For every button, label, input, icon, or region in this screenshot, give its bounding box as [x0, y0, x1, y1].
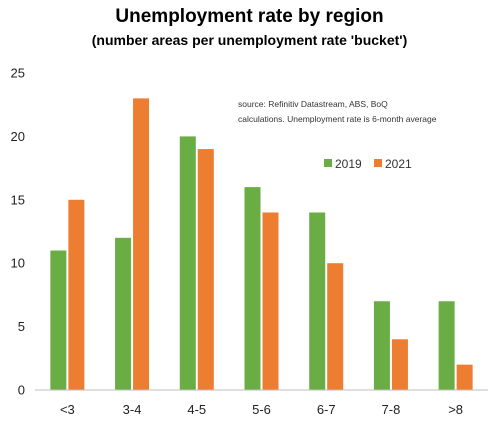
chart-title: Unemployment rate by region	[115, 6, 384, 27]
y-tick-label: 20	[11, 129, 25, 144]
source-note-line-1: source: Refinitiv Datastream, ABS, BoQ	[238, 99, 388, 109]
x-tick-label: 3-4	[123, 402, 142, 417]
x-tick-label: <3	[60, 402, 75, 417]
legend-label-2021: 2021	[385, 157, 412, 171]
bars	[50, 98, 473, 391]
bar-2019	[438, 301, 455, 390]
legend: 2019 2021	[324, 157, 412, 171]
bar-2021	[197, 149, 214, 390]
bar-2019	[309, 212, 326, 390]
chart-subtitle: (number areas per unemployment rate 'buc…	[91, 32, 408, 48]
y-tick-label: 15	[11, 192, 25, 207]
x-tick-label: 6-7	[317, 402, 336, 417]
y-axis: 0 5 10 15 20 25	[11, 66, 25, 398]
y-tick-label: 25	[11, 66, 25, 81]
bar-2021	[456, 364, 473, 390]
y-tick-label: 5	[18, 319, 25, 334]
bar-2019	[244, 187, 261, 390]
bar-2019	[50, 250, 67, 390]
x-tick-label: 5-6	[252, 402, 271, 417]
bar-2021	[262, 212, 279, 390]
bar-2019	[179, 136, 196, 390]
bar-2021	[68, 199, 85, 390]
x-axis: <3 3-4 4-5 5-6 6-7 7-8 >8	[60, 402, 463, 417]
bar-2021	[133, 98, 150, 391]
bar-2021	[327, 263, 344, 390]
legend-swatch-2021	[374, 159, 382, 167]
y-tick-label: 0	[18, 383, 25, 398]
y-tick-label: 10	[11, 256, 25, 271]
legend-label-2019: 2019	[335, 157, 362, 171]
bar-2019	[115, 237, 132, 390]
x-tick-label: 4-5	[187, 402, 206, 417]
bar-2019	[373, 301, 390, 390]
bar-2021	[391, 339, 408, 390]
x-tick-label: >8	[448, 402, 463, 417]
source-note-line-2: calculations. Unemployment rate is 6-mon…	[238, 114, 437, 124]
x-tick-label: 7-8	[382, 402, 401, 417]
legend-swatch-2019	[324, 159, 332, 167]
